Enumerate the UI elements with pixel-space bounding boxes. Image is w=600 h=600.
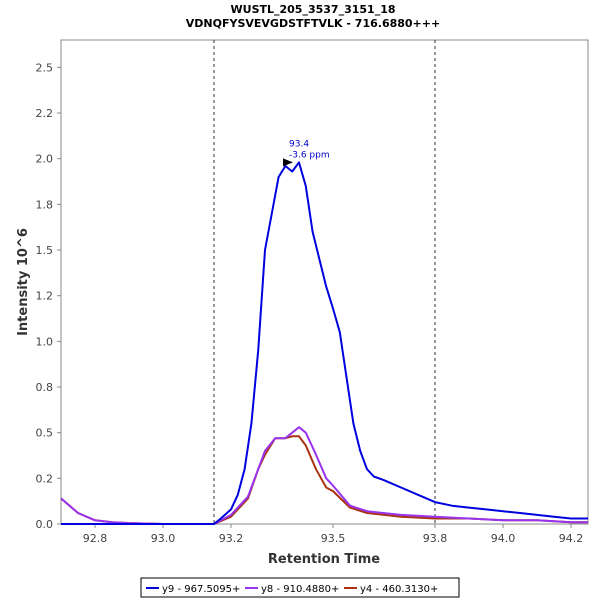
x-tick-label: 93.8: [423, 532, 448, 545]
legend-box: [140, 577, 460, 598]
y-tick-label: 1.8: [36, 198, 54, 211]
x-axis-label: Retention Time: [268, 552, 380, 567]
x-tick-label: 93.0: [151, 532, 176, 545]
series-lines: [60, 161, 588, 525]
y-tick-label: 1.5: [36, 244, 54, 257]
peak-label-ppm: -3.6 ppm: [289, 150, 330, 160]
integration-bounds: [213, 40, 436, 524]
chart-subtitle: VDNQFYSVEVGDSTFTVLK - 716.6880+++: [186, 17, 440, 30]
x-axis: 92.8 93.0 93.2 93.5 93.8 94.0 94.2: [83, 524, 584, 545]
y-tick-label: 1.0: [36, 335, 54, 348]
y-axis-label: Intensity 10^6: [16, 228, 31, 336]
y-tick-label: 0.5: [36, 427, 54, 440]
x-tick-label: 92.8: [83, 532, 108, 545]
y-tick-label: 1.2: [36, 290, 54, 303]
x-tick-label: 94.2: [559, 532, 584, 545]
x-tick-label: 93.2: [219, 532, 244, 545]
peak-marker-arrow: [283, 158, 293, 167]
x-tick-label: 94.0: [491, 532, 516, 545]
y-tick-label: 2.5: [36, 61, 54, 74]
y-tick-label: 0.0: [36, 518, 54, 531]
series-line: [61, 161, 588, 525]
y-tick-label: 2.2: [36, 107, 54, 120]
y-tick-label: 0.8: [36, 381, 54, 394]
chart-title: WUSTL_205_3537_3151_18: [231, 3, 396, 16]
y-axis: 0.0 0.2 0.5 0.8 1.0 1.2 1.5 1.8 2.0 2.2 2.5: [36, 61, 61, 531]
y-tick-label: 2.0: [36, 153, 54, 166]
legend: y9 - 967.5095+ y8 - 910.4880+ y4 - 460.313…: [140, 577, 460, 598]
x-tick-label: 93.5: [321, 532, 346, 545]
y-tick-label: 0.2: [36, 472, 54, 485]
peak-label-time: 93.4: [289, 139, 309, 149]
peak-annotation: 93.4-3.6 ppm: [283, 139, 330, 167]
legend-label: y4 - 460.3130+: [360, 584, 438, 595]
legend-label: y9 - 967.5095+: [162, 584, 240, 595]
legend-label: y8 - 910.4880+: [261, 584, 339, 595]
